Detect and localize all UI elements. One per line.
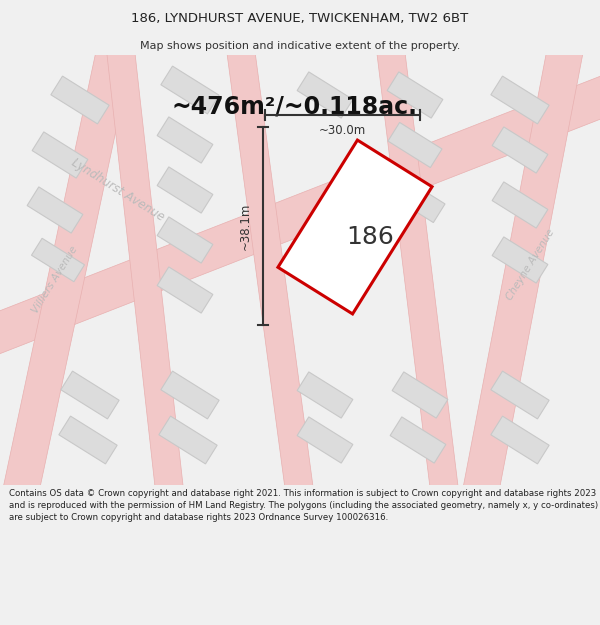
Polygon shape [157,167,213,213]
Polygon shape [376,43,459,497]
Text: Villiers Avenue: Villiers Avenue [31,244,80,316]
Text: Cheyne Avenue: Cheyne Avenue [504,228,556,302]
Polygon shape [491,416,549,464]
Polygon shape [157,117,213,163]
Polygon shape [2,21,137,499]
Polygon shape [387,72,443,118]
Polygon shape [278,140,432,314]
Polygon shape [31,238,85,282]
Polygon shape [392,372,448,418]
Polygon shape [0,71,600,359]
Text: 186: 186 [346,225,394,249]
Polygon shape [51,76,109,124]
Polygon shape [159,416,217,464]
Text: ~30.0m: ~30.0m [319,124,366,136]
Polygon shape [157,217,213,263]
Polygon shape [297,372,353,418]
Polygon shape [27,187,83,233]
Polygon shape [463,22,587,498]
Polygon shape [106,44,184,496]
Text: ~476m²/~0.118ac.: ~476m²/~0.118ac. [172,95,418,119]
Polygon shape [388,122,442,168]
Text: Lyndhurst Avenue: Lyndhurst Avenue [69,156,167,224]
Polygon shape [59,416,117,464]
Text: Contains OS data © Crown copyright and database right 2021. This information is : Contains OS data © Crown copyright and d… [9,489,598,522]
Polygon shape [491,371,549,419]
Text: Map shows position and indicative extent of the property.: Map shows position and indicative extent… [140,41,460,51]
Polygon shape [390,417,446,463]
Polygon shape [226,43,314,497]
Polygon shape [491,76,549,124]
Polygon shape [161,371,219,419]
Polygon shape [492,127,548,173]
Polygon shape [391,177,445,222]
Polygon shape [297,417,353,463]
Polygon shape [492,237,548,283]
Polygon shape [157,267,213,313]
Polygon shape [32,132,88,178]
Text: 186, LYNDHURST AVENUE, TWICKENHAM, TW2 6BT: 186, LYNDHURST AVENUE, TWICKENHAM, TW2 6… [131,12,469,25]
Polygon shape [161,66,219,114]
Polygon shape [61,371,119,419]
Polygon shape [297,72,353,118]
Polygon shape [492,182,548,228]
Text: ~38.1m: ~38.1m [239,202,251,249]
